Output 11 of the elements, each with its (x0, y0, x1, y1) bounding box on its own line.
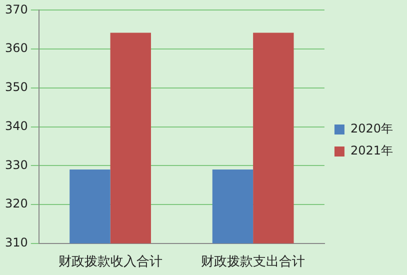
y-tick-label: 370 (5, 2, 28, 16)
y-tick-label: 360 (5, 41, 28, 56)
y-tick-label: 330 (5, 158, 28, 172)
x-tick-label: 财政拨款支出合计 (201, 254, 306, 270)
y-tick-label: 340 (5, 118, 28, 133)
y-tick-label: 320 (5, 196, 28, 211)
legend-label: 2021年 (350, 144, 394, 158)
y-tick-label: 310 (5, 236, 28, 250)
y-tick-label: 350 (5, 80, 28, 94)
x-tick-label: 财政拨款收入合计 (58, 254, 162, 270)
legend-label: 2020年 (350, 122, 394, 136)
